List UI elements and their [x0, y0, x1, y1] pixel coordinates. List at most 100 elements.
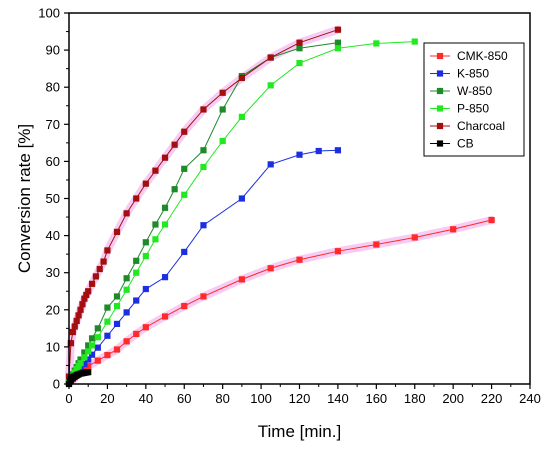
- data-point-p-850: [85, 348, 92, 355]
- series-k-850: [65, 147, 342, 386]
- data-point-cmk-850: [104, 351, 111, 359]
- data-point-charcoal: [219, 89, 226, 96]
- data-point-charcoal: [142, 180, 149, 187]
- data-point-charcoal: [181, 128, 188, 135]
- x-tick-label: 220: [481, 391, 503, 406]
- data-point-cmk-850: [142, 324, 149, 331]
- legend-box: [423, 42, 525, 157]
- data-point-k-850: [104, 332, 111, 339]
- data-point-p-850: [161, 221, 169, 228]
- data-point-cmk-850: [181, 302, 188, 310]
- data-point-cmk-850: [200, 293, 207, 300]
- legend-label: CB: [457, 137, 474, 151]
- series-line-w-850: [68, 42, 338, 383]
- data-point-w-850: [161, 204, 169, 211]
- data-point-cmk-850: [161, 313, 169, 320]
- x-tick-label: 240: [519, 391, 541, 406]
- y-tick-label: 50: [46, 191, 60, 206]
- x-tick-label: 20: [100, 391, 114, 406]
- data-point-charcoal: [71, 323, 78, 330]
- data-point-p-850: [411, 38, 418, 45]
- data-point-p-850: [133, 269, 140, 276]
- x-axis-title: Time [min.]: [258, 422, 341, 441]
- data-point-charcoal: [200, 106, 207, 113]
- data-point-w-850: [152, 221, 159, 228]
- data-point-p-850: [267, 82, 274, 89]
- legend-label: K-850: [457, 67, 489, 81]
- data-point-cmk-850: [133, 330, 140, 338]
- data-point-cmk-850: [450, 226, 457, 233]
- data-point-charcoal: [75, 312, 82, 319]
- data-point-charcoal: [334, 26, 342, 33]
- data-point-charcoal: [104, 247, 111, 254]
- legend-label: CMK-850: [457, 49, 508, 63]
- data-point-charcoal: [161, 154, 169, 161]
- data-point-charcoal: [133, 195, 140, 202]
- series-layer: [65, 26, 495, 388]
- data-point-p-850: [123, 286, 130, 293]
- data-point-cmk-850: [373, 241, 380, 248]
- legend-label: P-850: [457, 102, 489, 116]
- legend-item-p-850: P-850: [430, 102, 489, 116]
- x-tick-label: 160: [365, 391, 387, 406]
- y-tick-label: 30: [46, 265, 60, 280]
- data-point-w-850: [181, 165, 188, 172]
- x-tick-label: 40: [139, 391, 153, 406]
- data-point-p-850: [238, 113, 245, 120]
- data-point-p-850: [88, 342, 96, 349]
- data-point-p-850: [200, 163, 207, 171]
- data-point-charcoal: [81, 295, 88, 302]
- y-tick-label: 40: [46, 228, 60, 243]
- data-point-p-850: [373, 40, 380, 47]
- data-point-p-850: [113, 302, 121, 310]
- legend-marker: [436, 70, 444, 77]
- data-point-w-850: [94, 325, 101, 332]
- data-point-p-850: [334, 45, 342, 52]
- series-glow-cmk-850: [65, 216, 496, 387]
- data-point-k-850: [81, 360, 88, 368]
- data-point-charcoal: [238, 74, 245, 82]
- x-tick-label: 180: [404, 391, 426, 406]
- y-tick-label: 80: [46, 80, 60, 95]
- x-axis-ticks: 0 20 40 60 80 100 120 140 160 180 200 220 240: [65, 384, 541, 406]
- series-charcoal: [65, 26, 342, 380]
- series-line-p-850: [68, 41, 415, 383]
- data-point-cmk-850: [296, 256, 303, 263]
- data-point-charcoal: [171, 141, 178, 148]
- data-point-cmk-850: [238, 276, 245, 283]
- data-point-p-850: [77, 360, 84, 367]
- y-axis-title: Conversion rate [%]: [15, 124, 34, 273]
- data-point-k-850: [133, 297, 140, 304]
- data-point-k-850: [88, 351, 96, 358]
- x-tick-label: 120: [289, 391, 311, 406]
- data-point-cmk-850: [123, 338, 130, 345]
- data-point-charcoal: [152, 167, 159, 174]
- x-tick-label: 60: [177, 391, 191, 406]
- data-point-p-850: [104, 318, 111, 325]
- data-point-cb: [85, 369, 92, 376]
- y-tick-label: 70: [46, 117, 60, 132]
- data-point-w-850: [88, 335, 96, 342]
- data-point-charcoal: [85, 288, 92, 295]
- data-point-cmk-850: [411, 234, 418, 241]
- legend-marker: [436, 105, 444, 112]
- data-point-w-850: [77, 356, 84, 363]
- data-point-w-850: [200, 147, 207, 154]
- data-point-charcoal: [123, 210, 130, 217]
- x-tick-label: 200: [442, 391, 464, 406]
- y-tick-label: 10: [46, 339, 60, 354]
- data-point-charcoal: [83, 291, 90, 299]
- data-point-charcoal: [73, 317, 80, 325]
- data-point-k-850: [85, 356, 92, 363]
- data-point-k-850: [238, 195, 245, 202]
- data-point-charcoal: [69, 328, 76, 336]
- data-point-charcoal: [113, 228, 121, 235]
- data-point-k-850: [161, 274, 169, 281]
- data-point-k-850: [334, 147, 342, 154]
- data-point-charcoal: [100, 258, 107, 265]
- data-point-charcoal: [77, 306, 84, 313]
- y-axis-ticks: 0 10 20 30 40 50 60 70 80 90 100: [38, 6, 69, 392]
- x-tick-label: 140: [327, 391, 349, 406]
- data-point-cmk-850: [488, 216, 495, 224]
- legend-item-cb: CB: [430, 137, 474, 151]
